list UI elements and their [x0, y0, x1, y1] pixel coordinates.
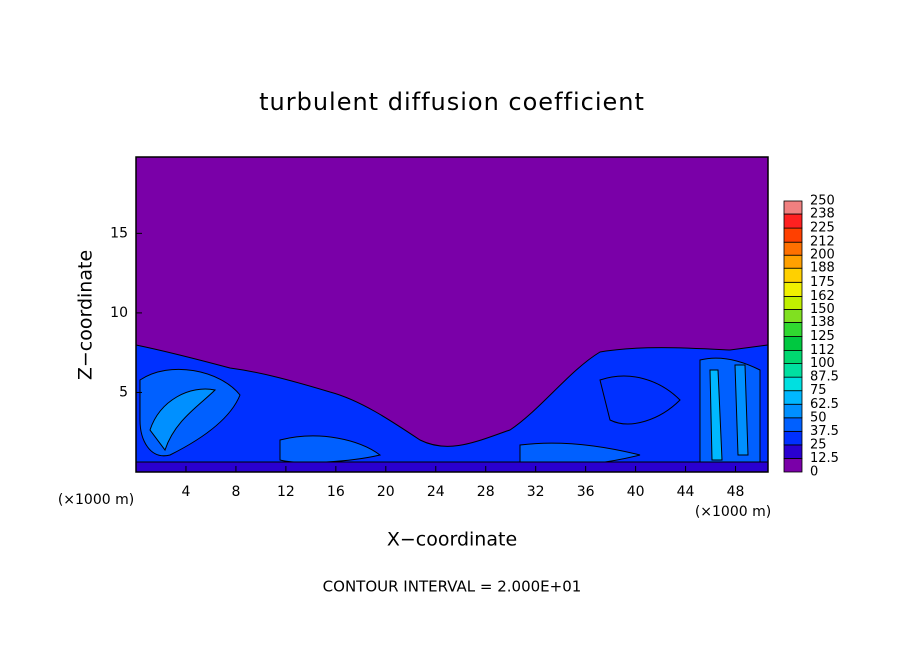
- colorbar-label: 25: [810, 437, 827, 452]
- x-axis-label: X−coordinate: [387, 529, 517, 551]
- y-tick-label: 5: [119, 384, 128, 400]
- colorbar-label: 225: [810, 221, 835, 236]
- colorbar-segment: [783, 417, 803, 432]
- colorbar-label: 37.5: [810, 424, 839, 439]
- annotation: CONTOUR INTERVAL = 2.000E+01: [323, 578, 582, 596]
- x-tick-label: 12: [277, 484, 295, 500]
- colorbar-segment: [783, 430, 803, 446]
- colorbar-segment: [783, 376, 803, 392]
- x-unit-label: (×1000 m): [58, 492, 134, 508]
- y-tick-label: 15: [110, 225, 128, 241]
- colorbar-segment: [783, 295, 803, 310]
- colorbar-label: 12.5: [810, 451, 839, 466]
- x-tick-label: 40: [627, 484, 645, 500]
- field-region: [699, 357, 761, 466]
- y-tick-label: 10: [110, 305, 128, 321]
- x-tick-label: 24: [427, 484, 445, 500]
- colorbar-label: 100: [810, 356, 835, 371]
- colorbar-label: 125: [810, 329, 835, 344]
- plot-frame: [135, 156, 769, 473]
- colorbar-segment: [783, 350, 803, 365]
- x-tick-label: 16: [327, 484, 345, 500]
- colorbar-label: 162: [810, 289, 835, 304]
- colorbar-label: 87.5: [810, 370, 839, 385]
- colorbar-segment: [783, 241, 803, 256]
- y-axis-label: Z−coordinate: [75, 250, 97, 380]
- colorbar-segment: [783, 281, 803, 297]
- colorbar-label: 0: [810, 465, 818, 480]
- x-tick-label: 8: [231, 484, 240, 500]
- x-tick-label: 32: [527, 484, 545, 500]
- field-region: [734, 364, 749, 456]
- contour-field: [135, 157, 769, 473]
- colorbar-label: 50: [810, 410, 827, 425]
- x-tick-label: 36: [577, 484, 595, 500]
- field-region: [709, 369, 723, 461]
- colorbar-label: 188: [810, 261, 835, 276]
- colorbar-label: 75: [810, 383, 827, 398]
- colorbar-label: 175: [810, 275, 835, 290]
- x-tick-label: 20: [377, 484, 395, 500]
- colorbar-segment: [783, 200, 803, 215]
- colorbar-segment: [783, 267, 803, 283]
- colorbar-segment: [783, 403, 803, 419]
- colorbar-segment: [783, 444, 803, 459]
- colorbar-label: 250: [810, 194, 835, 209]
- colorbar-segment: [783, 308, 803, 323]
- colorbar-label: 212: [810, 235, 835, 250]
- colorbar-segment: [783, 213, 803, 229]
- chart-title: turbulent diffusion coefficient: [259, 88, 645, 116]
- colorbar-segment: [783, 322, 803, 337]
- x-tick-label: 44: [677, 484, 695, 500]
- colorbar-label: 62.5: [810, 397, 839, 412]
- colorbar-segment: [783, 227, 803, 243]
- colorbar-label: 138: [810, 315, 835, 330]
- x-tick-label: 48: [727, 484, 745, 500]
- colorbar-segment: [783, 363, 803, 378]
- x-unit-label: (×1000 m): [695, 504, 771, 520]
- field-region: [149, 388, 217, 452]
- colorbar-label: 150: [810, 302, 835, 317]
- colorbar-segment: [783, 336, 803, 351]
- field-region: [135, 461, 769, 473]
- colorbar-label: 200: [810, 248, 835, 263]
- x-tick-label: 28: [477, 484, 495, 500]
- colorbar-segment: [783, 254, 803, 269]
- colorbar-segment: [783, 390, 803, 405]
- colorbar-label: 112: [810, 343, 835, 358]
- colorbar-label: 238: [810, 207, 835, 222]
- x-tick-label: 4: [181, 484, 190, 500]
- colorbar-segment: [783, 458, 803, 473]
- field-region: [599, 375, 681, 425]
